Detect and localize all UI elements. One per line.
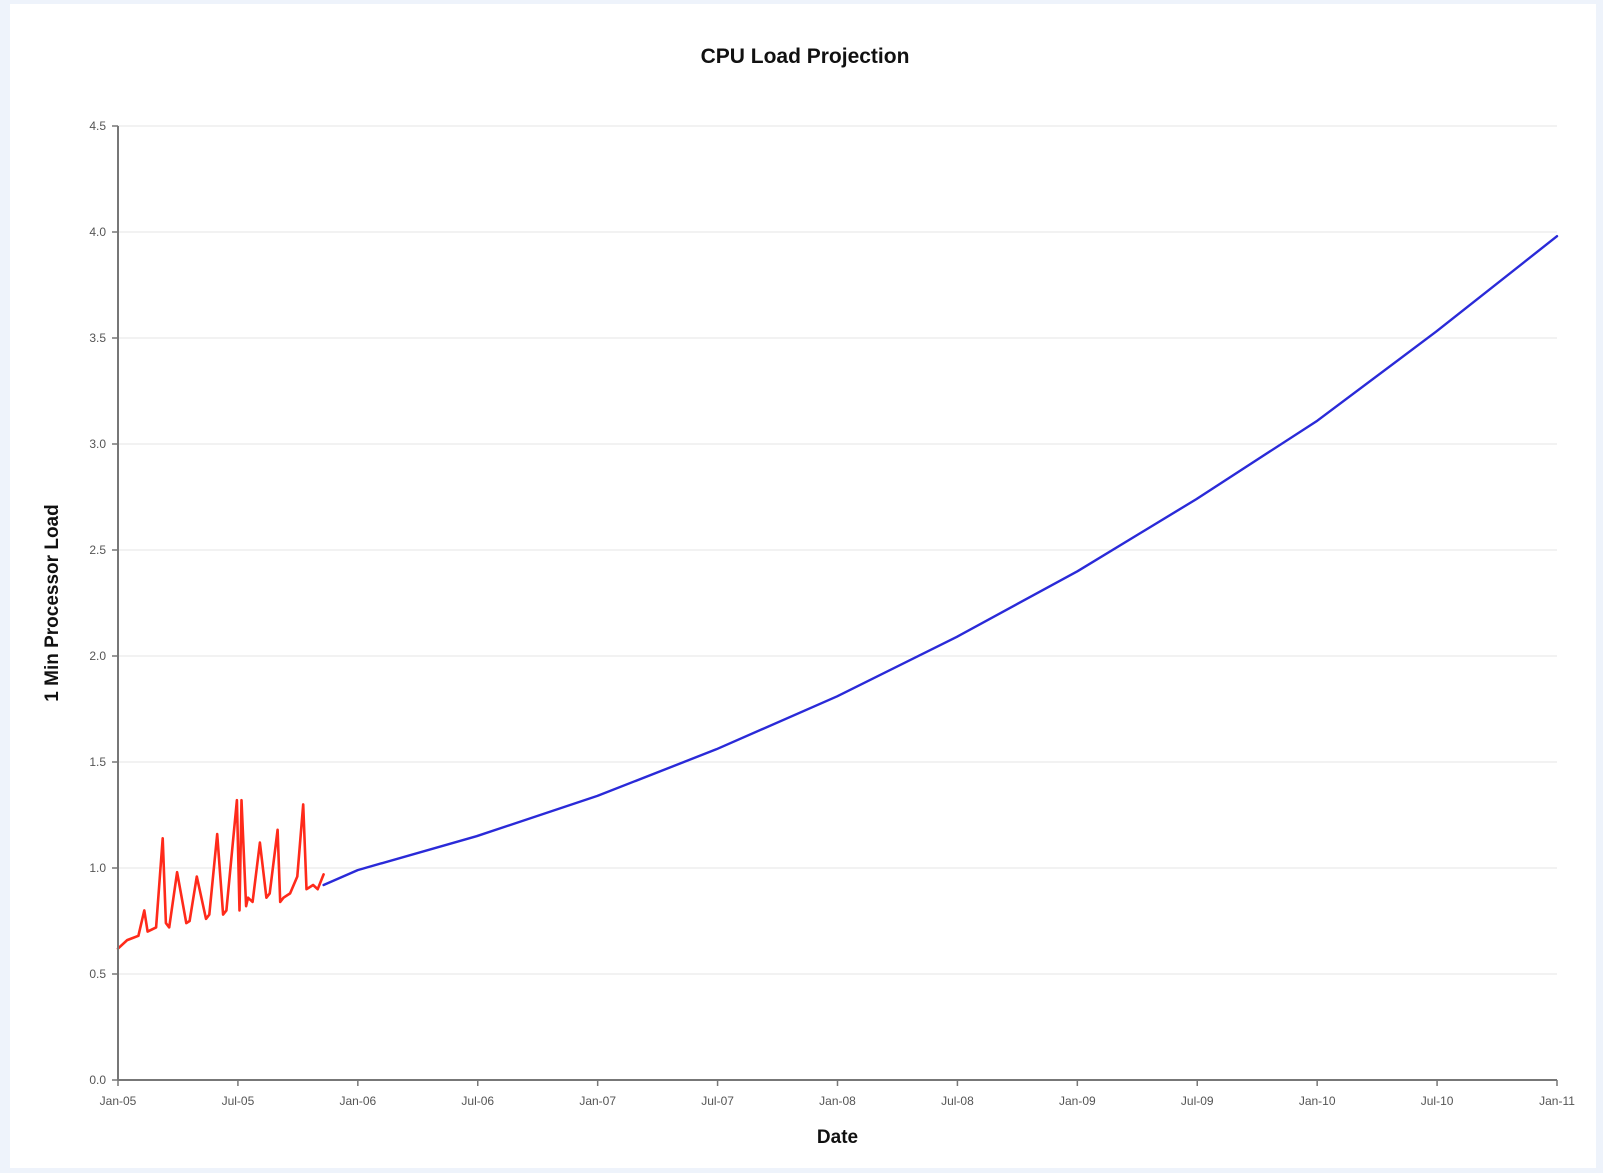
x-axis-ticks: Jan-05 Jul-05 Jan-06 Jul-06 Jan-07 Jul-07 Jan-…: [100, 1080, 1575, 1108]
x-tick-label: Jul-07: [701, 1094, 734, 1108]
x-axis-title: Date: [817, 1127, 858, 1148]
x-tick-label: Jan-09: [1059, 1094, 1096, 1108]
x-tick-label: Jul-08: [941, 1094, 974, 1108]
y-axis-ticks: 0.0 0.5 1.0 1.5 2.0 2.5 3.0 3.5 4.0 4.5: [89, 119, 118, 1087]
x-tick-label: Jan-05: [100, 1094, 137, 1108]
projected-load-line: [322, 235, 1559, 887]
y-tick-label: 3.5: [89, 331, 106, 345]
x-tick-label: Jul-05: [222, 1094, 255, 1108]
x-tick-label: Jan-10: [1299, 1094, 1336, 1108]
x-tick-label: Jan-11: [1539, 1094, 1575, 1108]
series-lines: [116, 235, 1559, 950]
measured-load-line: [116, 798, 325, 950]
x-tick-label: Jul-06: [461, 1094, 494, 1108]
y-tick-label: 1.0: [89, 861, 106, 875]
x-tick-label: Jan-07: [579, 1094, 616, 1108]
y-tick-label: 0.0: [89, 1073, 106, 1087]
y-tick-label: 2.5: [89, 543, 106, 557]
y-axis-title: 1 Min Processor Load: [42, 504, 63, 701]
x-tick-label: Jan-06: [339, 1094, 376, 1108]
x-tick-label: Jan-08: [819, 1094, 856, 1108]
y-tick-label: 1.5: [89, 755, 106, 769]
x-tick-label: Jul-10: [1421, 1094, 1454, 1108]
y-tick-label: 3.0: [89, 437, 106, 451]
y-tick-label: 2.0: [89, 649, 106, 663]
y-tick-label: 4.0: [89, 225, 106, 239]
gridlines: [118, 125, 1557, 975]
y-tick-label: 0.5: [89, 967, 106, 981]
chart-title: CPU Load Projection: [701, 45, 910, 68]
y-tick-label: 4.5: [89, 119, 106, 133]
x-tick-label: Jul-09: [1181, 1094, 1214, 1108]
